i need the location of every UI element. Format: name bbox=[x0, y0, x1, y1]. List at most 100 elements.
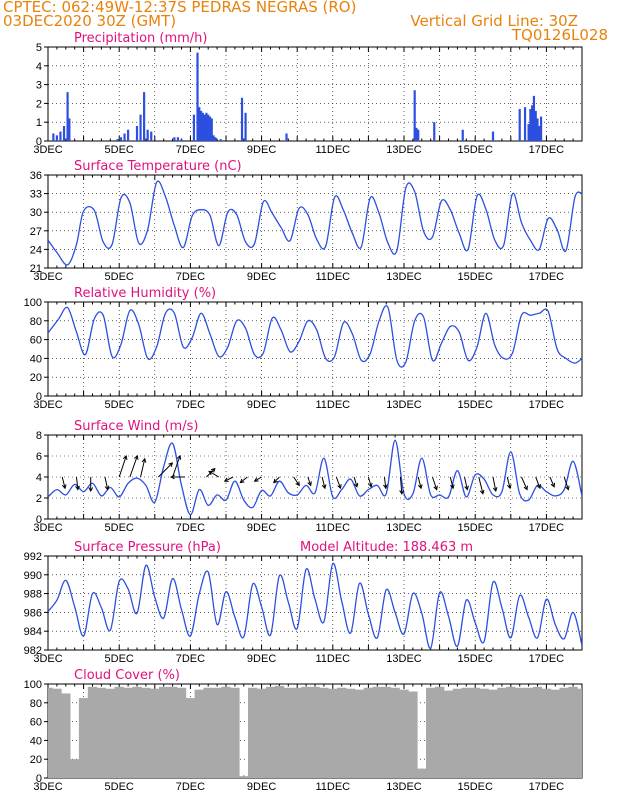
wind-arrow-head bbox=[433, 485, 438, 491]
precipitation-bar bbox=[180, 139, 183, 141]
precipitation-bar bbox=[240, 97, 244, 141]
temperature-frame bbox=[47, 174, 583, 269]
wind-arrow-head bbox=[104, 485, 110, 491]
cloud-cover-bar bbox=[408, 691, 418, 778]
wind-arrow-head bbox=[273, 478, 278, 484]
cloud-cover-bar bbox=[114, 686, 124, 778]
wind-xtick-label: 7DEC bbox=[176, 522, 205, 534]
precipitation-bar bbox=[176, 137, 180, 141]
precipitation-bar bbox=[534, 110, 537, 141]
wind-arrow bbox=[140, 458, 146, 478]
precipitation-bar bbox=[417, 129, 420, 141]
temperature-xtick-label: 11DEC bbox=[315, 271, 350, 283]
wind-arrow-head bbox=[399, 489, 404, 495]
cloud-cover-panel: 0 20 40 60 80 100 3DEC 5DEC 7DEC 9DEC 11DEC 13DEC 15… bbox=[24, 668, 583, 793]
cloud-cover-bar bbox=[141, 687, 151, 778]
wind-ytick-label: 2 bbox=[36, 493, 42, 505]
precipitation-ytick-label: 0 bbox=[36, 136, 42, 148]
wind-arrow-head bbox=[75, 485, 80, 491]
precipitation-bar bbox=[413, 90, 416, 141]
precipitation-bar bbox=[146, 129, 149, 141]
precipitation-xtick-label: 13DEC bbox=[386, 144, 422, 156]
precipitation-bar bbox=[491, 131, 495, 141]
wind-arrow bbox=[506, 476, 511, 489]
wind-arrow-head bbox=[208, 470, 214, 476]
precipitation-bar bbox=[461, 129, 464, 141]
precipitation-bar bbox=[523, 107, 527, 141]
cloud-cover-bar bbox=[159, 686, 169, 778]
temperature-xtick-label: 5DEC bbox=[105, 271, 134, 283]
cloud-cover-bar bbox=[523, 687, 534, 778]
wind-arrows bbox=[61, 454, 570, 495]
wind-arrow bbox=[172, 455, 181, 478]
wind-arrow bbox=[129, 455, 138, 478]
temperature-ytick-label: 27 bbox=[30, 226, 42, 238]
precipitation-bar bbox=[116, 139, 119, 141]
wind-arrow-head bbox=[464, 485, 469, 491]
temperature-title: Surface Temperature (nC) bbox=[74, 159, 242, 174]
pressure-panel: 982 984 986 988 990 992 3DEC 5DEC 7DEC 9DEC 11DEC 1… bbox=[24, 540, 583, 665]
cloud-cover-bar bbox=[515, 687, 525, 778]
humidity-series bbox=[48, 305, 582, 368]
precipitation-bar bbox=[219, 139, 222, 141]
wind-arrow-head bbox=[321, 484, 327, 490]
temperature-ytick-label: 24 bbox=[30, 244, 42, 256]
wind-arrow-head bbox=[383, 484, 388, 490]
cloud-cover-bar bbox=[105, 688, 115, 778]
wind-arrow bbox=[353, 476, 358, 487]
wind-arrow bbox=[367, 476, 372, 487]
precipitation-bar bbox=[244, 112, 247, 141]
cloud-cover-bar bbox=[61, 693, 71, 778]
cloud-cover-bar bbox=[194, 689, 204, 778]
cloud-cover-bar bbox=[452, 688, 463, 778]
wind-arrow-head bbox=[536, 484, 541, 490]
wind-ytick-label: 8 bbox=[36, 430, 42, 442]
humidity-xtick-label: 9DEC bbox=[247, 399, 276, 411]
precipitation-title: Precipitation (mm/h) bbox=[74, 31, 207, 46]
cloud-cover-bar bbox=[390, 687, 400, 778]
wind-arrow bbox=[449, 476, 454, 489]
cloud-cover-bar bbox=[443, 690, 454, 778]
wind-arrow-head bbox=[550, 482, 556, 488]
cloud-cover-bar bbox=[150, 688, 160, 778]
wind-line bbox=[48, 439, 582, 516]
temperature-series bbox=[48, 180, 582, 266]
precipitation-bar bbox=[119, 137, 123, 141]
wind-arrow bbox=[307, 476, 312, 486]
cloud-cover-bar bbox=[372, 686, 382, 778]
cloud-cover-ytick-label: 100 bbox=[24, 679, 42, 691]
precipitation-ytick-label: 4 bbox=[36, 61, 42, 73]
precipitation-bar bbox=[59, 131, 62, 141]
wind-arrow-head bbox=[61, 484, 67, 490]
wind-arrow-head bbox=[479, 489, 485, 495]
pressure-xtick-label: 5DEC bbox=[105, 653, 134, 665]
wind-arrow bbox=[432, 476, 438, 490]
precipitation-xtick-label: 15DEC bbox=[457, 144, 493, 156]
cloud-cover-xtick-label: 3DEC bbox=[33, 781, 62, 793]
precipitation-bar bbox=[205, 112, 208, 141]
precipitation-bar bbox=[201, 112, 204, 141]
temperature-xtick-label: 3DEC bbox=[33, 271, 62, 283]
wind-arrow bbox=[417, 476, 422, 489]
wind-arrow bbox=[321, 476, 326, 489]
cloud-cover-bar bbox=[426, 687, 436, 778]
cloud-cover-bar bbox=[87, 686, 98, 778]
humidity-xtick-label: 13DEC bbox=[386, 399, 422, 411]
cloud-cover-bar bbox=[354, 689, 365, 778]
precipitation-bar bbox=[52, 133, 55, 141]
cloud-cover-bar bbox=[78, 698, 89, 778]
temperature-ytick-label: 21 bbox=[30, 263, 42, 275]
header-station: CPTEC: 062:49W-12:37S PEDRAS NEGRAS (RO) bbox=[3, 0, 357, 16]
header-grid-line: Vertical Grid Line: 30Z bbox=[410, 12, 578, 30]
wind-arrow bbox=[75, 476, 79, 490]
pressure-ytick-label: 988 bbox=[24, 589, 42, 601]
wind-ytick-label: 4 bbox=[36, 472, 42, 484]
wind-arrow bbox=[224, 476, 234, 482]
humidity-ytick-label: 40 bbox=[30, 353, 42, 365]
pressure-line bbox=[48, 562, 582, 649]
cloud-cover-bar bbox=[123, 687, 133, 778]
cloud-cover-title: Cloud Cover (%) bbox=[74, 668, 180, 683]
wind-arrow bbox=[293, 476, 300, 486]
cloud-cover-bar bbox=[568, 686, 578, 778]
cloud-cover-bar bbox=[319, 687, 329, 778]
